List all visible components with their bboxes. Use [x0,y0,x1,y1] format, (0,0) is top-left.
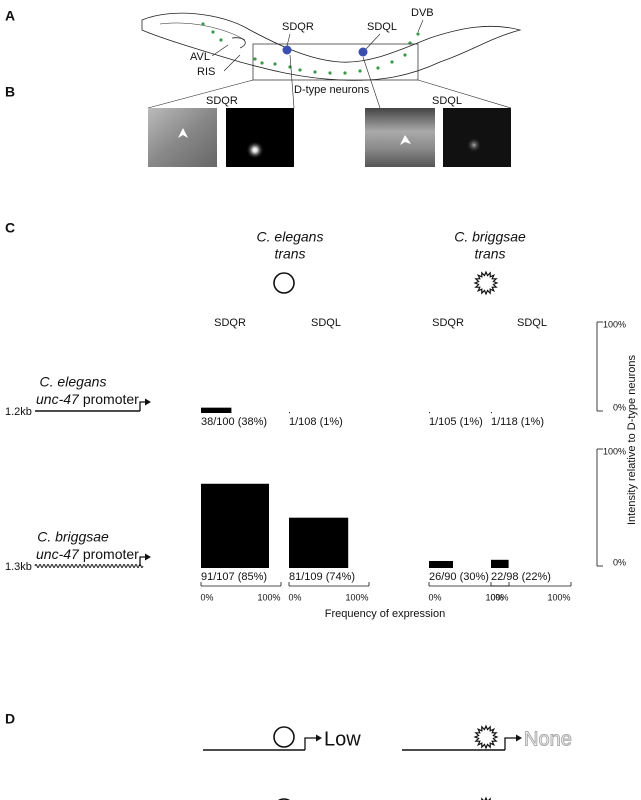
expression-bar [289,412,290,414]
d-type-box [252,43,419,81]
bar-label: 22/98 (22%) [491,571,551,583]
expression-outcome: None [524,728,572,750]
bar-label: 1/118 (1%) [491,416,544,428]
sdqr-neuron [282,45,292,55]
neuron-dots [201,22,420,75]
bar-label: 38/100 (38%) [201,416,267,428]
trans-label: trans [274,246,305,262]
panel-label: D [5,711,15,727]
dic-image [365,108,435,167]
arrow-head [516,734,522,742]
promoter-word: promoter [83,546,139,562]
trans-factor-elegans [278,798,290,800]
bar-label: 91/107 (85%) [201,571,267,583]
frequency-tick-label: 0% [288,592,301,602]
intensity-tick-label: 100% [603,446,626,456]
frequency-tick-label: 100% [485,592,508,602]
gfp-signal [466,137,482,153]
arrowhead [400,135,411,145]
bar-label: 26/90 (30%) [429,571,489,583]
arrowhead [178,128,188,138]
row-species: C. briggsae [37,529,109,545]
gfp-image [226,108,294,167]
arrow-head [316,734,322,742]
expression-bar [289,517,349,568]
tss-arrow [504,737,517,750]
column-header: SDQR [432,317,464,329]
wavy-promoter [34,564,144,568]
tss-arrow [139,556,146,566]
trans-species: C. briggsae [454,229,526,245]
bar-label: 81/109 (74%) [289,571,355,583]
promoter-word: promoter [83,391,139,407]
expression-bar [491,412,492,414]
expression-outcome: Low [324,728,361,750]
row-promoter: unc-47 promoter [36,546,139,562]
avl-label: AVL [190,51,210,63]
worm [141,12,522,81]
column-header: SDQR [214,317,246,329]
leader-lines [147,19,512,109]
panel-label: B [5,84,15,100]
dvb-label: DVB [411,7,434,19]
promoter-size: 1.3kb [5,561,32,573]
expression-bar [201,483,269,568]
frequency-tick-label: 0% [200,592,213,602]
frequency-tick-label: 100% [345,592,368,602]
d-type-label: D-type neurons [294,84,370,96]
tss-arrow [304,737,317,750]
expression-bar [491,559,509,568]
column-header: SDQL [517,317,547,329]
trans-factor-elegans [273,272,295,294]
gene-name: unc-47 [36,546,80,562]
x-axis-label: Frequency of expression [325,608,445,620]
trans-factor-elegans [273,726,295,748]
frequency-tick-label: 0% [428,592,441,602]
ris-label: RIS [197,66,215,78]
trans-label: trans [474,246,505,262]
trans-factor-briggsae [473,270,499,296]
frequency-tick-label: 100% [257,592,280,602]
sdql-neuron [358,47,368,57]
column-header: SDQL [311,317,341,329]
gfp-image [443,108,511,167]
frequency-tick-label: 100% [547,592,570,602]
arrow-head [145,398,151,406]
gene-name: unc-47 [36,391,80,407]
row-species: C. elegans [40,374,107,390]
tss-arrow [139,401,146,411]
trans-species: C. elegans [257,229,324,245]
frequency-tick-label: 0% [490,592,503,602]
image-label: SDQR [206,95,238,107]
image-label: SDQL [432,95,462,107]
intensity-tick-label: 0% [613,402,626,412]
expression-bar [201,407,232,413]
sdql-label: SDQL [367,21,397,33]
bar-label: 1/105 (1%) [429,416,483,428]
bar-label: 1/108 (1%) [289,416,343,428]
gfp-signal [246,141,264,159]
dic-image [148,108,217,167]
y-axis-label: Intensity relative to D-type neurons [626,355,638,525]
trans-factor-briggsae [473,724,499,750]
promoter-size: 1.2kb [5,406,32,418]
panel-label: A [5,8,15,24]
panel-label: C [5,220,15,236]
row-promoter: unc-47 promoter [36,391,139,407]
expression-bar [429,560,453,568]
arrow-head [145,553,151,561]
sdqr-label: SDQR [282,21,314,33]
intensity-tick-label: 0% [613,557,626,567]
intensity-tick-label: 100% [603,319,626,329]
expression-bar [429,412,430,414]
